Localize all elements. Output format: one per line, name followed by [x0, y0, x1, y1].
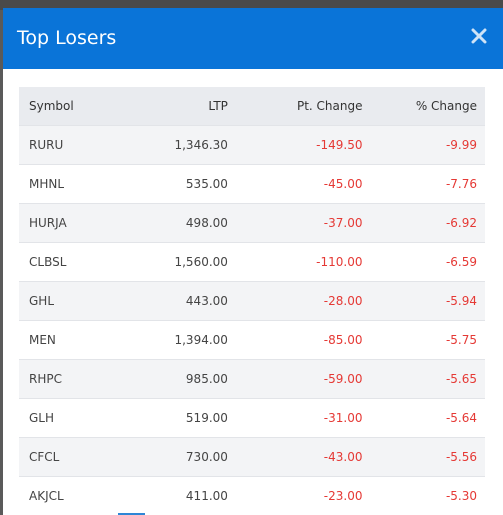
- table-row[interactable]: HURJA 498.00 -37.00 -6.92: [19, 203, 485, 242]
- modal-header: Top Losers: [3, 8, 503, 69]
- table-row[interactable]: GLH 519.00 -31.00 -5.64: [19, 398, 485, 437]
- modal-title: Top Losers: [17, 27, 117, 49]
- symbol-cell: RHPC: [29, 371, 62, 386]
- table-row[interactable]: AKJCL 411.00 -23.00 -5.30: [19, 476, 485, 515]
- symbol-cell: MHNL: [29, 176, 65, 191]
- column-header-pt-change[interactable]: Pt. Change: [296, 98, 363, 113]
- pt-change-cell: -37.00: [323, 215, 363, 230]
- ltp-cell: 985.00: [185, 371, 228, 386]
- ltp-cell: 443.00: [185, 293, 228, 308]
- pct-change-cell: -5.75: [445, 332, 477, 347]
- ltp-cell: 498.00: [185, 215, 228, 230]
- ltp-cell: 535.00: [185, 176, 228, 191]
- pct-change-cell: -7.76: [445, 176, 477, 191]
- ltp-cell: 519.00: [185, 410, 228, 425]
- top-losers-modal: Top Losers Symbol LTP Pt. Change % Chang…: [3, 8, 503, 515]
- close-button[interactable]: [471, 28, 487, 44]
- pct-change-cell: -5.30: [445, 488, 477, 503]
- table-row[interactable]: MHNL 535.00 -45.00 -7.76: [19, 164, 485, 203]
- pct-change-cell: -5.94: [445, 293, 477, 308]
- page-backdrop: [0, 0, 503, 10]
- column-header-symbol[interactable]: Symbol: [29, 98, 74, 113]
- losers-table-container: Symbol LTP Pt. Change % Change RURU 1,346…: [19, 87, 485, 515]
- ltp-cell: 1,560.00: [174, 254, 228, 269]
- pt-change-cell: -23.00: [323, 488, 363, 503]
- column-header-pct-change[interactable]: % Change: [415, 98, 477, 113]
- pct-change-cell: -6.92: [445, 215, 477, 230]
- symbol-cell: CFCL: [29, 449, 60, 464]
- table-row[interactable]: RHPC 985.00 -59.00 -5.65: [19, 359, 485, 398]
- ltp-cell: 1,346.30: [174, 137, 228, 152]
- column-header-ltp[interactable]: LTP: [208, 98, 228, 113]
- symbol-cell: GLH: [29, 410, 55, 425]
- losers-table: Symbol LTP Pt. Change % Change RURU 1,346…: [19, 87, 485, 515]
- pt-change-cell: -85.00: [323, 332, 363, 347]
- ltp-cell: 1,394.00: [174, 332, 228, 347]
- pt-change-cell: -110.00: [316, 254, 363, 269]
- table-row[interactable]: CLBSL 1,560.00 -110.00 -6.59: [19, 242, 485, 281]
- table-header-row: Symbol LTP Pt. Change % Change: [19, 87, 485, 125]
- ltp-cell: 730.00: [185, 449, 228, 464]
- pct-change-cell: -9.99: [445, 137, 477, 152]
- close-icon: [471, 28, 487, 44]
- symbol-cell: MEN: [29, 332, 56, 347]
- symbol-cell: GHL: [29, 293, 55, 308]
- symbol-cell: CLBSL: [29, 254, 67, 269]
- pt-change-cell: -149.50: [316, 137, 363, 152]
- table-row[interactable]: MEN 1,394.00 -85.00 -5.75: [19, 320, 485, 359]
- scroll-indicator: [118, 513, 145, 515]
- ltp-cell: 411.00: [185, 488, 228, 503]
- pt-change-cell: -43.00: [323, 449, 363, 464]
- table-body: RURU 1,346.30 -149.50 -9.99 MHNL 535.00 -45.00…: [19, 125, 485, 515]
- pt-change-cell: -45.00: [323, 176, 363, 191]
- pt-change-cell: -28.00: [323, 293, 363, 308]
- pct-change-cell: -5.56: [445, 449, 477, 464]
- table-row[interactable]: CFCL 730.00 -43.00 -5.56: [19, 437, 485, 476]
- pt-change-cell: -31.00: [323, 410, 363, 425]
- pct-change-cell: -5.65: [445, 371, 477, 386]
- table-row[interactable]: GHL 443.00 -28.00 -5.94: [19, 281, 485, 320]
- pct-change-cell: -6.59: [445, 254, 477, 269]
- pt-change-cell: -59.00: [323, 371, 363, 386]
- pct-change-cell: -5.64: [445, 410, 477, 425]
- symbol-cell: RURU: [29, 137, 64, 152]
- symbol-cell: HURJA: [29, 215, 67, 230]
- table-row[interactable]: RURU 1,346.30 -149.50 -9.99: [19, 125, 485, 164]
- symbol-cell: AKJCL: [29, 488, 64, 503]
